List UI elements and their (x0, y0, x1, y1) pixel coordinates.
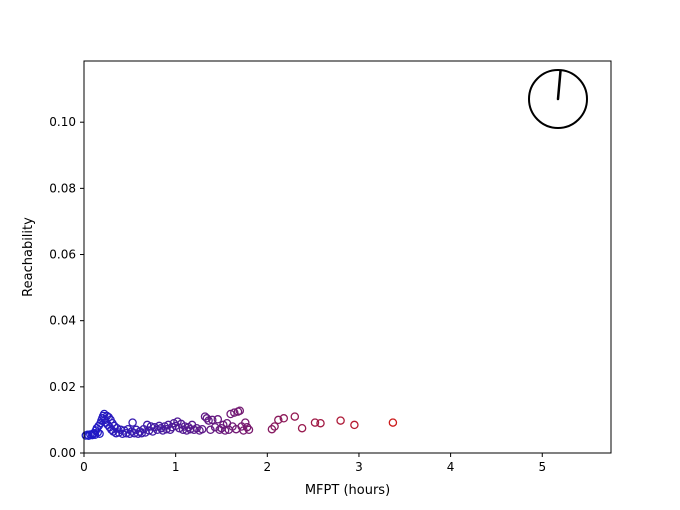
clock-icon (528, 69, 588, 129)
x-tick-label: 2 (263, 460, 271, 474)
y-tick-label: 0.04 (49, 314, 76, 328)
data-point (350, 420, 359, 430)
data-point (128, 418, 137, 427)
data-point (197, 424, 207, 434)
data-point (244, 425, 254, 435)
x-tick-label: 4 (447, 460, 455, 474)
data-point (310, 418, 320, 427)
data-point (137, 428, 146, 438)
data-point (148, 427, 157, 436)
data-point (336, 416, 345, 425)
y-axis-label: Reachability (21, 217, 36, 297)
y-tick-label: 0.10 (49, 115, 76, 129)
data-point (279, 414, 289, 423)
data-point (125, 429, 135, 439)
clock-face (528, 69, 588, 129)
x-tick-label: 0 (80, 460, 88, 474)
data-point (202, 414, 212, 423)
data-point (235, 406, 245, 415)
x-tick-label: 5 (538, 460, 546, 474)
y-tick-label: 0.02 (49, 380, 76, 394)
plot-frame (83, 60, 612, 454)
data-point (95, 429, 104, 439)
y-tick-label: 0.08 (49, 181, 76, 195)
data-point (210, 422, 220, 432)
data-point (146, 422, 156, 431)
data-point (290, 412, 300, 421)
data-point (204, 416, 213, 425)
data-point (208, 415, 217, 425)
y-tick-label: 0.00 (49, 446, 76, 460)
x-tick-label: 3 (355, 460, 363, 474)
clock-hand (556, 69, 562, 101)
data-point (230, 408, 239, 417)
data-point (186, 424, 195, 434)
data-point (213, 415, 223, 424)
data-point (297, 423, 307, 433)
data-point (316, 418, 325, 428)
data-point (241, 418, 250, 427)
data-point (226, 409, 235, 419)
data-point (206, 425, 215, 435)
y-tick-label: 0.06 (49, 248, 76, 262)
axis-ticks: 0 1 2 3 4 5 0.00 0.02 0.04 0.06 0.08 0.10 (49, 115, 546, 474)
data-point (274, 415, 283, 425)
data-point (270, 422, 279, 431)
x-tick-label: 1 (172, 460, 180, 474)
data-point (162, 424, 171, 434)
data-points (81, 406, 398, 441)
x-axis-label: MFPT (hours) (305, 483, 390, 498)
data-point (121, 428, 131, 438)
data-point (150, 422, 159, 432)
data-point (267, 424, 277, 434)
data-point (388, 418, 398, 427)
